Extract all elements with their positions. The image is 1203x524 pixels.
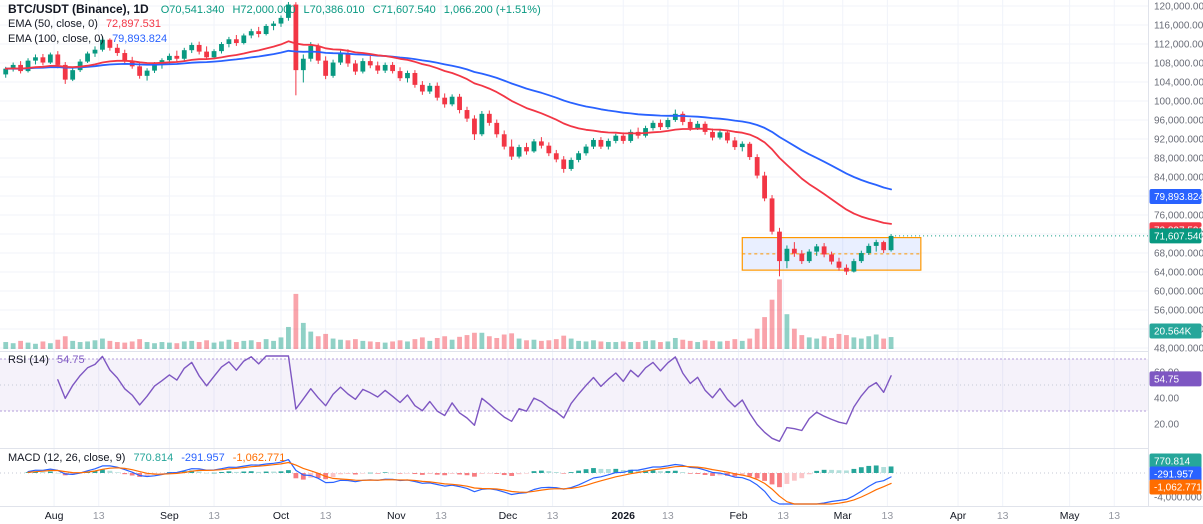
svg-text:76,000.000: 76,000.000	[1154, 211, 1203, 222]
symbol-title[interactable]: BTC/USDT (Binance), 1D	[8, 2, 149, 16]
macd-hist-tag: 770.814	[1149, 453, 1202, 469]
svg-text:13: 13	[435, 510, 447, 522]
svg-text:13: 13	[320, 510, 332, 522]
svg-text:54.75: 54.75	[1154, 374, 1179, 385]
svg-text:13: 13	[662, 510, 674, 522]
main-legend: BTC/USDT (Binance), 1D O70,541.340 H72,0…	[8, 2, 541, 47]
svg-text:Dec: Dec	[499, 510, 518, 522]
svg-text:96,000.000: 96,000.000	[1154, 116, 1203, 127]
ema50-legend-label: EMA (50, close, 0)	[8, 18, 98, 30]
rsi-legend-label: RSI (14)	[8, 354, 49, 366]
macd-line[interactable]	[27, 459, 892, 505]
svg-text:Oct: Oct	[273, 510, 289, 522]
ohlc-low: L70,386.010	[303, 4, 365, 16]
macd-legend-label: MACD (12, 26, close, 9)	[8, 452, 126, 464]
svg-text:-291.957: -291.957	[1154, 470, 1194, 481]
last-price-tag: 71,607.540	[1149, 228, 1203, 244]
ema100-legend-value: 79,893.824	[112, 33, 168, 45]
rsi-band	[0, 358, 1148, 412]
macd-histogram	[25, 465, 894, 488]
rsi-legend[interactable]: RSI (14) 54.75	[8, 354, 85, 366]
svg-text:56,000.000: 56,000.000	[1154, 306, 1203, 317]
rsi-line[interactable]	[57, 355, 892, 442]
macd-signal-value: -1,062.771	[232, 452, 286, 464]
macd-signal-tag: -1,062.771	[1149, 479, 1202, 495]
svg-text:79,893.824: 79,893.824	[1154, 192, 1203, 203]
macd-legend[interactable]: MACD (12, 26, close, 9) 770.814 -291.957…	[8, 452, 285, 464]
svg-text:68,000.000: 68,000.000	[1154, 249, 1203, 260]
ema100-line[interactable]	[4, 49, 892, 191]
svg-text:112,000.000: 112,000.000	[1154, 40, 1203, 51]
svg-text:104,000.000: 104,000.000	[1154, 78, 1203, 89]
svg-text:13: 13	[777, 510, 789, 522]
svg-text:40.00: 40.00	[1154, 394, 1179, 405]
svg-text:Feb: Feb	[730, 510, 748, 522]
svg-text:13: 13	[1108, 510, 1120, 522]
pane-separators	[0, 351, 1203, 449]
ohlc-open: O70,541.340	[160, 4, 225, 16]
grid-layer	[0, 0, 1148, 506]
svg-text:64,000.000: 64,000.000	[1154, 268, 1203, 279]
svg-text:Mar: Mar	[834, 510, 853, 522]
svg-text:Apr: Apr	[950, 510, 967, 522]
svg-text:20.00: 20.00	[1154, 420, 1179, 431]
volume-tag: 20.564K	[1149, 323, 1202, 339]
ema100-price-tag: 79,893.824	[1149, 189, 1203, 205]
svg-text:13: 13	[547, 510, 559, 522]
svg-text:92,000.000: 92,000.000	[1154, 135, 1203, 146]
ema100-legend-row[interactable]: EMA (100, close, 0) 79,893.824	[8, 32, 541, 47]
svg-text:May: May	[1060, 510, 1081, 522]
ema100-legend-label: EMA (100, close, 0)	[8, 33, 104, 45]
ohlc-change: 1,066.200 (+1.51%)	[443, 4, 541, 16]
macd-line-tag: -291.957	[1149, 466, 1202, 482]
svg-text:2026: 2026	[612, 510, 636, 522]
macd-line-value: -291.957	[181, 452, 225, 464]
svg-text:48,000.000: 48,000.000	[1154, 344, 1203, 355]
symbol-legend-row: BTC/USDT (Binance), 1D O70,541.340 H72,0…	[8, 2, 541, 17]
svg-text:-1,062.771: -1,062.771	[1154, 483, 1202, 494]
ohlc-high: H72,000.000	[232, 4, 296, 16]
volume-layer	[3, 279, 894, 349]
candles-layer	[3, 2, 894, 277]
macd-signal-line[interactable]	[27, 461, 892, 505]
ema50-legend-value: 72,897.531	[105, 18, 161, 30]
svg-text:13: 13	[93, 510, 105, 522]
svg-text:Aug: Aug	[45, 510, 64, 522]
svg-text:770.814: 770.814	[1154, 457, 1191, 468]
price-axis[interactable]: 120,000.000 116,000.000 112,000.000 108,000…	[1148, 0, 1203, 506]
ema50-line[interactable]	[4, 40, 892, 225]
svg-text:Sep: Sep	[160, 510, 179, 522]
svg-text:Nov: Nov	[387, 510, 406, 522]
svg-text:100,000.000: 100,000.000	[1154, 97, 1203, 108]
svg-text:13: 13	[882, 510, 894, 522]
svg-text:116,000.000: 116,000.000	[1154, 21, 1203, 32]
ema50-legend-row[interactable]: EMA (50, close, 0) 72,897.531	[8, 17, 541, 32]
svg-text:84,000.000: 84,000.000	[1154, 173, 1203, 184]
macd-hist-value: 770.814	[133, 452, 174, 464]
svg-text:120,000.000: 120,000.000	[1154, 2, 1203, 13]
rsi-tag: 54.75	[1149, 371, 1202, 387]
ohlc-close: C71,607.540	[372, 4, 436, 16]
svg-text:-4,000.000: -4,000.000	[1154, 493, 1202, 504]
svg-text:108,000.000: 108,000.000	[1154, 59, 1203, 70]
svg-text:60,000.000: 60,000.000	[1154, 287, 1203, 298]
time-axis[interactable]: Aug 13 Sep 13 Oct 13 Nov 13 Dec 13 2026 13 Feb 13 Mar 1…	[0, 506, 1203, 524]
svg-text:13: 13	[997, 510, 1009, 522]
svg-text:71,607.540: 71,607.540	[1154, 231, 1203, 242]
svg-text:13: 13	[208, 510, 220, 522]
svg-text:88,000.000: 88,000.000	[1154, 154, 1203, 165]
svg-text:20.564K: 20.564K	[1154, 327, 1192, 338]
rsi-legend-value: 54.75	[57, 354, 85, 366]
